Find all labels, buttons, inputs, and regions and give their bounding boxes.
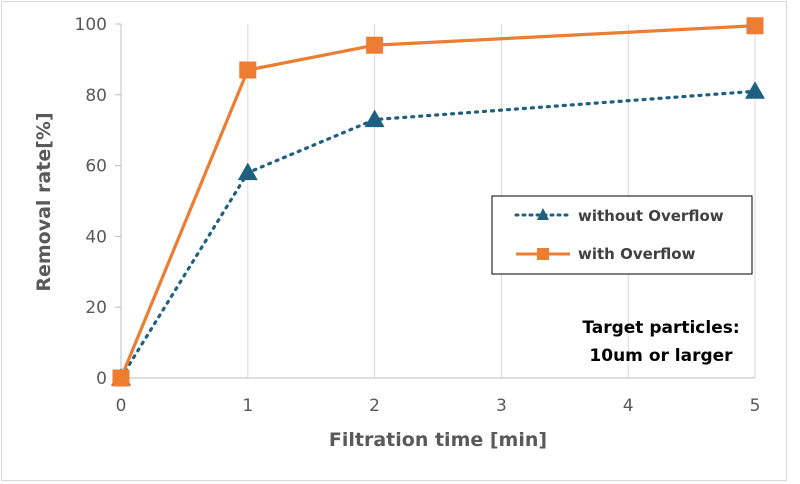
data-point-with-overflow — [746, 17, 764, 35]
legend-box — [491, 195, 753, 275]
y-tick-label: 0 — [96, 369, 107, 389]
legend-label-without-overflow: without Overflow — [578, 207, 724, 225]
x-tick-label: 2 — [369, 396, 380, 416]
y-tick-label: 80 — [85, 86, 107, 106]
data-point-with-overflow — [112, 369, 130, 387]
annotation-line-1: Target particles: — [582, 318, 739, 338]
y-tick-label: 20 — [85, 298, 107, 318]
y-tick-label: 100 — [75, 15, 107, 35]
data-point-without-overflow — [364, 109, 385, 128]
legend-label-with-overflow: with Overflow — [578, 245, 696, 263]
legend-marker-square — [537, 248, 549, 260]
y-axis-title: Removal rate[%] — [33, 112, 55, 291]
axes — [115, 23, 755, 379]
data-point-with-overflow — [239, 61, 257, 79]
x-tick-label: 1 — [242, 396, 253, 416]
x-axis-title: Filtration time [min] — [329, 429, 547, 451]
data-point-with-overflow — [366, 36, 384, 54]
annotation-line-2: 10um or larger — [589, 346, 733, 366]
data-point-without-overflow — [237, 162, 258, 181]
data-point-without-overflow — [745, 81, 765, 99]
series-layer — [111, 17, 765, 387]
legend-marker-triangle — [537, 208, 549, 220]
x-tick-label: 4 — [623, 396, 634, 416]
x-tick-label: 5 — [750, 396, 761, 416]
y-tick-label: 60 — [85, 157, 107, 177]
series-line-with-overflow — [119, 24, 756, 379]
y-tick-label: 40 — [85, 227, 107, 247]
tick-labels: 0 1 2 3 4 5 0 20 40 60 80 100 — [75, 15, 761, 416]
x-tick-label: 0 — [116, 396, 127, 416]
series-line-without-overflow — [119, 89, 757, 380]
x-tick-label: 3 — [496, 396, 507, 416]
legend: without Overflow with Overflow — [491, 195, 753, 275]
